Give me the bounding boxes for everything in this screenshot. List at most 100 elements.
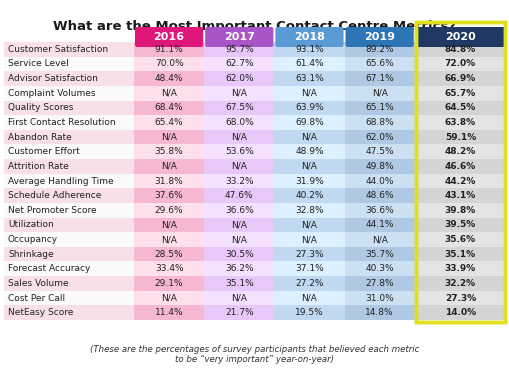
Text: 40.3%: 40.3% — [364, 264, 393, 273]
Bar — [414, 159, 505, 174]
FancyBboxPatch shape — [205, 27, 273, 47]
Bar — [274, 203, 344, 218]
Bar — [204, 232, 274, 247]
Bar — [344, 232, 414, 247]
Text: 35.8%: 35.8% — [154, 147, 183, 156]
Bar — [134, 130, 204, 144]
Text: 47.6%: 47.6% — [224, 191, 253, 200]
Bar — [414, 86, 505, 100]
Bar — [274, 144, 344, 159]
Bar — [134, 100, 204, 115]
Text: 64.5%: 64.5% — [444, 104, 475, 112]
Text: 35.7%: 35.7% — [364, 250, 393, 259]
Bar — [414, 71, 505, 86]
Bar — [274, 276, 344, 291]
Text: 2017: 2017 — [223, 32, 254, 42]
Text: 27.2%: 27.2% — [295, 279, 323, 288]
Bar — [344, 57, 414, 71]
Bar — [344, 218, 414, 232]
Text: 27.3%: 27.3% — [444, 293, 475, 303]
Text: 35.1%: 35.1% — [444, 250, 475, 259]
Bar — [134, 86, 204, 100]
Bar — [414, 232, 505, 247]
Bar — [344, 276, 414, 291]
Text: N/A: N/A — [231, 162, 247, 171]
Text: 46.6%: 46.6% — [444, 162, 475, 171]
Text: 31.8%: 31.8% — [154, 176, 183, 186]
Text: 68.8%: 68.8% — [364, 118, 393, 127]
Bar — [134, 71, 204, 86]
Text: 29.1%: 29.1% — [154, 279, 183, 288]
Text: 67.1%: 67.1% — [364, 74, 393, 83]
Bar — [4, 159, 134, 174]
Bar — [414, 130, 505, 144]
Text: 36.6%: 36.6% — [364, 206, 393, 215]
Text: 37.6%: 37.6% — [154, 191, 183, 200]
Bar — [134, 188, 204, 203]
Text: 31.9%: 31.9% — [295, 176, 323, 186]
Text: 14.0%: 14.0% — [444, 308, 475, 317]
Text: 48.9%: 48.9% — [295, 147, 323, 156]
Bar — [134, 218, 204, 232]
Text: Utilization: Utilization — [8, 220, 53, 230]
Bar — [4, 203, 134, 218]
FancyBboxPatch shape — [275, 27, 343, 47]
FancyBboxPatch shape — [415, 27, 504, 47]
Bar — [4, 71, 134, 86]
Text: 2020: 2020 — [444, 32, 475, 42]
Text: 49.8%: 49.8% — [364, 162, 393, 171]
Bar — [414, 203, 505, 218]
Bar — [204, 71, 274, 86]
Text: 44.0%: 44.0% — [364, 176, 393, 186]
Bar — [274, 86, 344, 100]
Bar — [4, 305, 134, 320]
Text: Shrinkage: Shrinkage — [8, 250, 53, 259]
Bar — [344, 291, 414, 305]
Text: N/A: N/A — [161, 220, 177, 230]
Text: 69.8%: 69.8% — [295, 118, 323, 127]
Bar — [414, 305, 505, 320]
Text: 27.3%: 27.3% — [295, 250, 323, 259]
Bar — [414, 57, 505, 71]
Text: N/A: N/A — [161, 235, 177, 244]
Text: Cost Per Call: Cost Per Call — [8, 293, 65, 303]
Text: Sales Volume: Sales Volume — [8, 279, 69, 288]
Text: What are the Most Important Contact Centre Metrics?: What are the Most Important Contact Cent… — [53, 20, 456, 33]
Text: N/A: N/A — [161, 162, 177, 171]
Bar — [134, 42, 204, 57]
Bar — [414, 291, 505, 305]
Bar — [204, 57, 274, 71]
Text: 95.7%: 95.7% — [224, 45, 253, 54]
Bar — [4, 188, 134, 203]
Text: 59.1%: 59.1% — [444, 133, 475, 142]
Text: 33.2%: 33.2% — [224, 176, 253, 186]
Bar — [274, 115, 344, 130]
Bar — [204, 144, 274, 159]
Bar — [274, 42, 344, 57]
Text: 62.7%: 62.7% — [224, 60, 253, 68]
Text: 40.2%: 40.2% — [295, 191, 323, 200]
Bar — [204, 188, 274, 203]
Bar — [414, 100, 505, 115]
Text: Schedule Adherence: Schedule Adherence — [8, 191, 101, 200]
Text: 43.1%: 43.1% — [444, 191, 475, 200]
Bar — [415, 22, 504, 322]
Bar — [344, 71, 414, 86]
Bar — [415, 22, 504, 322]
Text: 14.8%: 14.8% — [364, 308, 393, 317]
Bar — [134, 115, 204, 130]
FancyBboxPatch shape — [345, 27, 413, 47]
Text: 35.6%: 35.6% — [444, 235, 475, 244]
Bar — [134, 305, 204, 320]
Bar — [4, 261, 134, 276]
Text: Advisor Satisfaction: Advisor Satisfaction — [8, 74, 98, 83]
Text: 27.8%: 27.8% — [364, 279, 393, 288]
Bar — [134, 291, 204, 305]
Text: 44.2%: 44.2% — [444, 176, 475, 186]
Text: 89.2%: 89.2% — [364, 45, 393, 54]
Bar — [414, 276, 505, 291]
Text: N/A: N/A — [371, 89, 387, 98]
Text: 35.1%: 35.1% — [224, 279, 253, 288]
Bar — [414, 188, 505, 203]
Text: 39.5%: 39.5% — [444, 220, 475, 230]
